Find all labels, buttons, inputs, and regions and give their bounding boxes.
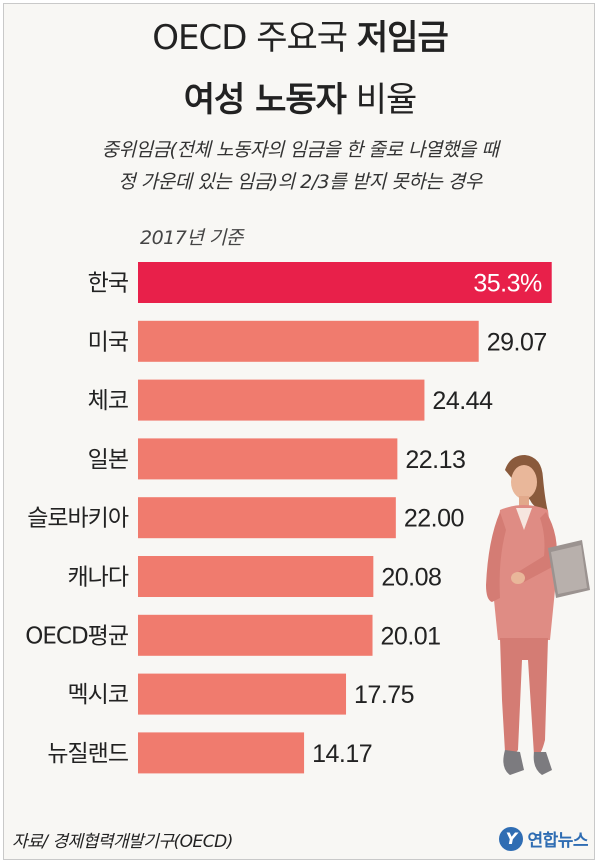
value-label: 17.75	[354, 681, 414, 709]
title-line-1-bold: 저임금	[356, 18, 449, 58]
category-label: 캐나다	[68, 565, 129, 591]
title-line-1-light: OECD 주요국	[152, 18, 357, 58]
bar	[138, 673, 347, 715]
bar	[138, 320, 479, 362]
bar	[138, 497, 396, 539]
value-label: 14.17	[312, 740, 372, 768]
infographic-frame	[3, 3, 595, 860]
value-label: 20.01	[381, 622, 441, 650]
category-label: 슬로바키아	[27, 506, 129, 532]
source-note: 자료/ 경제협력개발기구(OECD)	[12, 832, 233, 852]
title-line-1: OECD 주요국 저임금	[0, 16, 600, 60]
category-label: 일본	[88, 447, 128, 473]
category-label: 체코	[88, 388, 128, 414]
bar	[138, 556, 374, 597]
value-label: 29.07	[487, 328, 547, 356]
value-label: 24.44	[432, 387, 493, 415]
basis-year-label: 2017년 기준	[140, 227, 243, 249]
title-line-2: 여성 노동자 비율	[0, 78, 600, 122]
yonhap-logo: Y 연합뉴스	[499, 826, 588, 851]
yonhap-logo-mark-icon: Y	[499, 826, 524, 851]
subtitle-line-1: 중위임금(전체 노동자의 임금을 한 줄로 나열했을 때	[101, 139, 499, 161]
value-label: 20.08	[381, 564, 441, 592]
bar	[138, 262, 552, 303]
bar	[138, 732, 305, 774]
value-label: 22.13	[405, 446, 465, 474]
title-line-2-light: 비율	[345, 80, 418, 120]
business-woman-holding-folder-icon	[486, 455, 590, 775]
title-line-2-bold: 여성 노동자	[183, 80, 347, 120]
value-label: 35.3%	[473, 270, 542, 298]
subtitle-line-2: 정 가운데 있는 임금)의 2/3를 받지 못하는 경우	[118, 171, 482, 193]
category-label: 미국	[88, 329, 128, 355]
bar	[138, 614, 373, 656]
category-label: OECD평균	[25, 623, 128, 649]
value-label: 22.00	[404, 505, 464, 533]
category-label: 한국	[88, 271, 128, 297]
category-label: 멕시코	[68, 682, 128, 708]
bar	[138, 379, 425, 421]
bar-group: 한국 35.3% 미국 29.07 체코 24.44 일본 22.13 슬로바키아 22.00 캐나…	[25, 262, 552, 774]
category-label: 뉴질랜드	[47, 741, 128, 767]
bar	[138, 438, 398, 480]
yonhap-logo-text: 연합뉴스	[527, 831, 588, 851]
